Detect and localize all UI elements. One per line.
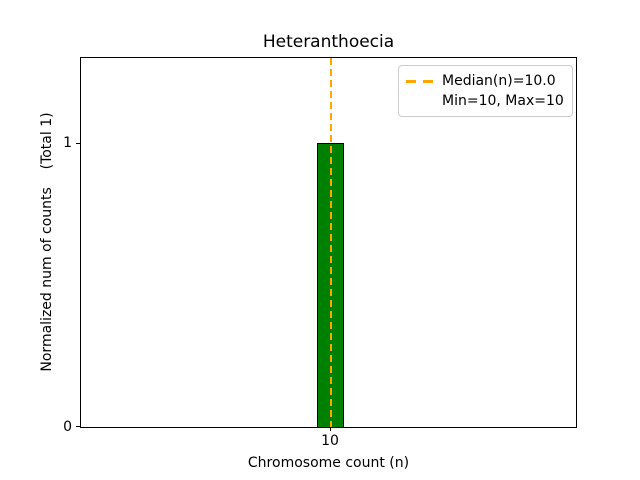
x-tick-label-10: 10	[321, 433, 339, 449]
y-tick-label-1: 1	[63, 135, 72, 151]
x-tick-mark-10	[330, 427, 331, 431]
median-dashed-line-legend-marker	[406, 79, 433, 83]
y-axis-label: Normalized num of counts (Total 1)	[39, 112, 55, 372]
plot-area: Median(n)=10.0 Min=10, Max=10	[80, 57, 577, 428]
legend-entry-median: Median(n)=10.0	[406, 71, 565, 91]
legend-entry-minmax-label: Min=10, Max=10	[442, 93, 564, 109]
legend: Median(n)=10.0 Min=10, Max=10	[398, 65, 573, 117]
legend-entry-minmax: Min=10, Max=10	[406, 91, 565, 111]
y-tick-mark-0	[76, 426, 80, 427]
y-tick-mark-1	[76, 143, 80, 144]
legend-entry-median-label: Median(n)=10.0	[442, 73, 556, 89]
x-axis-label: Chromosome count (n)	[247, 455, 410, 471]
empty-legend-marker	[406, 100, 433, 103]
y-tick-label-0: 0	[63, 419, 72, 435]
chart-title: Heteranthoecia	[262, 32, 395, 52]
median-line	[330, 58, 332, 427]
